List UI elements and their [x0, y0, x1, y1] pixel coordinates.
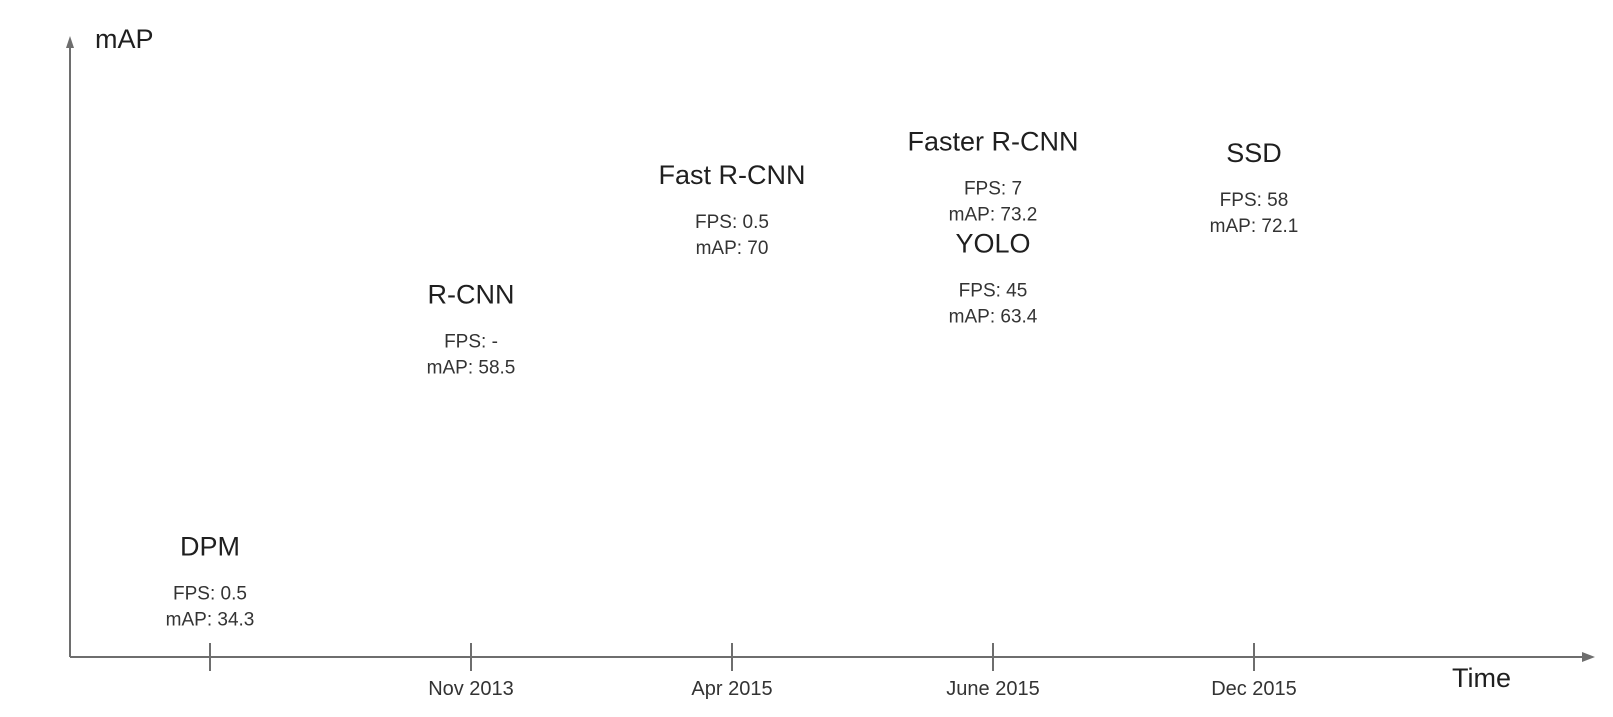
model-name-label: SSD	[1226, 138, 1282, 168]
x-tick-label: Apr 2015	[691, 678, 772, 700]
fps-label: FPS: 7	[964, 179, 1022, 200]
model-name-label: YOLO	[955, 229, 1030, 259]
fps-label: FPS: 58	[1220, 190, 1289, 211]
x-tick-label: Dec 2015	[1211, 678, 1297, 700]
x-tick-label: Nov 2013	[428, 678, 514, 700]
fps-label: FPS: 0.5	[695, 212, 769, 233]
fps-label: FPS: -	[444, 332, 498, 353]
model-point: DPM FPS: 0.5 mAP: 34.3	[166, 531, 255, 630]
model-name-label: R-CNN	[428, 280, 515, 310]
y-axis-title: mAP	[95, 24, 154, 54]
x-tick-label: June 2015	[946, 678, 1039, 700]
model-point: R-CNN FPS: - mAP: 58.5	[427, 280, 516, 379]
map-label: mAP: 72.1	[1210, 216, 1299, 237]
x-axis-arrow-icon	[1582, 652, 1595, 662]
fps-label: FPS: 45	[959, 281, 1028, 302]
map-label: mAP: 63.4	[949, 307, 1038, 328]
y-axis-arrow-icon	[66, 36, 74, 48]
map-label: mAP: 70	[696, 238, 769, 259]
map-label: mAP: 58.5	[427, 358, 516, 379]
x-axis-title: Time	[1452, 663, 1511, 693]
model-point: Fast R-CNN FPS: 0.5 mAP: 70	[659, 160, 806, 259]
model-name-label: Fast R-CNN	[659, 160, 806, 190]
model-name-label: Faster R-CNN	[907, 127, 1078, 157]
map-label: mAP: 34.3	[166, 609, 255, 630]
model-annotations: DPM FPS: 0.5 mAP: 34.3 R-CNN FPS: - mAP: 58.5…	[166, 127, 1299, 631]
fps-label: FPS: 0.5	[173, 583, 247, 604]
model-point: YOLO FPS: 45 mAP: 63.4	[949, 229, 1038, 328]
x-axis-ticks: Nov 2013 Apr 2015 June 2015 Dec 2015	[209, 643, 1297, 700]
model-point: SSD FPS: 58 mAP: 72.1	[1210, 138, 1299, 237]
model-point: Faster R-CNN FPS: 7 mAP: 73.2	[907, 127, 1078, 226]
map-label: mAP: 73.2	[949, 205, 1038, 226]
model-name-label: DPM	[180, 531, 240, 561]
